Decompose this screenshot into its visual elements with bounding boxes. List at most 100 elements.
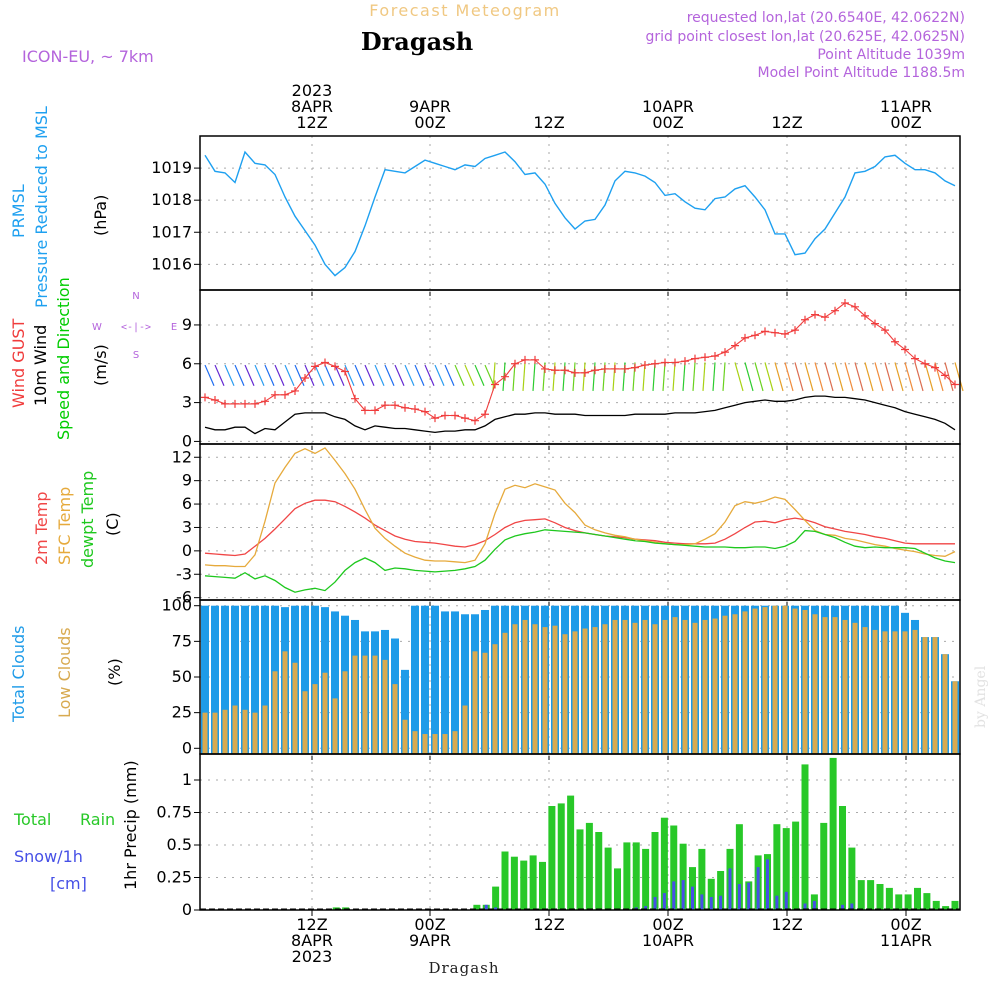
snow-bar (494, 907, 498, 910)
low-clouds-bar (862, 627, 868, 754)
requested-coords: requested lon,lat (20.6540E, 42.0622N) (687, 10, 965, 26)
low-clouds-bar (662, 619, 668, 754)
low-clouds-bar (302, 691, 308, 754)
wind-direction-arrow (804, 362, 814, 392)
rain-bar (848, 847, 856, 910)
snow-unit-label: [cm] (50, 874, 87, 893)
snow-bar (841, 904, 844, 910)
wind-gust-marker (931, 363, 939, 372)
wind-gust-marker (461, 414, 469, 423)
low-clouds-bar (892, 631, 898, 754)
wind-direction-arrow (672, 362, 676, 391)
y-tick-label: 0.25 (156, 868, 192, 887)
wind-gust-marker (231, 399, 239, 408)
wind-gust-marker (501, 372, 509, 381)
wind-10m-line (204, 395, 956, 435)
wind-direction-arrow (914, 362, 924, 392)
low-clouds-bar (852, 622, 858, 754)
low-clouds-bar (782, 605, 788, 754)
y-tick-label: 50 (172, 667, 192, 686)
wind-gust-marker (411, 405, 419, 414)
wind-gust-marker (521, 355, 529, 364)
rain-bar (614, 868, 621, 910)
snow-bar (812, 900, 816, 910)
rain-bar (529, 855, 537, 910)
wind-gust-marker (221, 399, 229, 408)
rain-bar (548, 806, 556, 910)
rain-bar (857, 880, 865, 910)
forecast-meteogram-title: Forecast Meteogram (369, 1, 560, 20)
rain-bar (782, 828, 790, 910)
rain-bar (914, 887, 921, 910)
panel-frame (199, 135, 961, 291)
panel-frame (199, 443, 961, 601)
wind-gust-marker (721, 348, 729, 357)
wind-gust-marker (621, 364, 629, 373)
location-title: Dragash (361, 27, 473, 56)
top-axis-label: 12Z (533, 113, 564, 132)
top-axis-label: 00Z (414, 113, 445, 132)
snow-bar (747, 882, 751, 910)
wind-gust-marker (531, 355, 539, 364)
low-clouds-bar (722, 615, 728, 754)
wind-gust-marker (281, 390, 289, 399)
wind-direction-arrow (214, 364, 225, 387)
low-clouds-bar (552, 625, 558, 754)
rain-bar (876, 884, 884, 910)
wind-direction-arrow (814, 362, 824, 392)
wind-gust-label: Wind GUST (9, 318, 28, 408)
low-clouds-bar (592, 627, 598, 754)
low-clouds-bar (922, 637, 928, 754)
y-tick-label: 1018 (151, 190, 192, 209)
wind-gust-marker (871, 319, 879, 328)
y-tick-label: 0.75 (156, 803, 192, 822)
temp-2m-line (204, 499, 955, 557)
wind-gust-marker (451, 411, 459, 420)
wind-gust-marker (291, 386, 299, 395)
low-clouds-bar (942, 654, 948, 754)
low-clouds-bar (792, 608, 798, 754)
wind-gust-marker (261, 397, 269, 406)
model-label: ICON-EU, ~ 7km (22, 47, 154, 66)
low-clouds-bar (272, 671, 278, 754)
wind-direction-arrow (414, 364, 425, 387)
wind-direction-arrow (934, 362, 944, 392)
low-clouds-bar (742, 611, 748, 754)
total-rain-label-1: Total (13, 810, 51, 829)
wind-direction-arrow (834, 362, 844, 392)
temp-dewpt-label: dewpt Temp (78, 471, 97, 568)
wind-direction-arrow (374, 364, 385, 387)
wind-direction-arrow (864, 362, 874, 392)
snow-bar (756, 867, 760, 910)
wind-direction-arrow (394, 364, 405, 387)
wind-gust-marker (331, 362, 339, 371)
pressure-unit-label: (hPa) (91, 195, 110, 236)
rain-bar (717, 871, 725, 910)
wind-direction-arrow (484, 364, 495, 387)
wind-gust-marker (811, 310, 819, 319)
wind-direction-arrow (434, 364, 445, 387)
rain-bar (792, 821, 800, 910)
wind-gust-marker (831, 306, 839, 315)
snow-bar (803, 903, 807, 910)
clouds-panel: 0 25 50 75 100 (161, 596, 961, 760)
snow-bar (709, 897, 713, 910)
wind-direction-arrow (274, 364, 285, 387)
wind-panel: 0 3 6 9 (182, 289, 964, 450)
rain-bar (492, 886, 500, 910)
low-clouds-bar (692, 622, 698, 754)
low-clouds-bar (802, 609, 808, 754)
rain-bar (557, 803, 565, 910)
low-clouds-bar (422, 734, 428, 754)
wind-direction-arrow (734, 362, 744, 392)
low-clouds-label: Low Clouds (55, 627, 74, 718)
low-clouds-bar (402, 719, 408, 754)
wind-gust-marker (631, 363, 639, 372)
wind-direction-arrow (304, 364, 315, 387)
top-axis-label: 11APR (880, 97, 932, 116)
rain-bar (885, 887, 893, 910)
top-axis-label: 00Z (652, 113, 683, 132)
top-axis-label: 2023 (292, 81, 333, 100)
rain-bar (520, 860, 528, 910)
low-clouds-bar (872, 629, 878, 754)
